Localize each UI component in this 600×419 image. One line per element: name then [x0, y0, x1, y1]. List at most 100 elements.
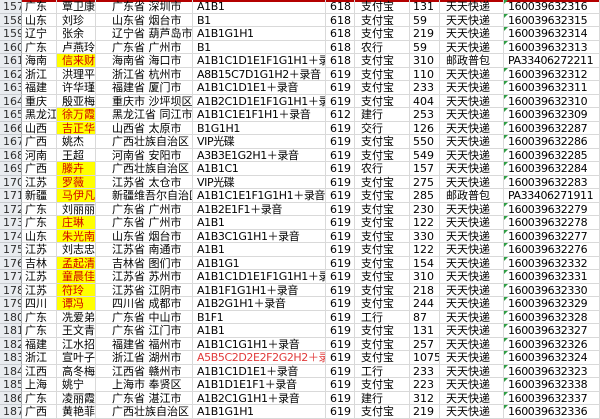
cell-product-code[interactable]: A1B1C1E1F1G1H1＋录音	[193, 189, 326, 203]
row-header[interactable]: 177	[0, 270, 22, 284]
row-header[interactable]: 167	[0, 135, 22, 149]
cell-customer-name[interactable]: 童晨佳	[57, 270, 96, 284]
row-header[interactable]: 162	[0, 67, 22, 82]
cell-amount[interactable]: 122	[410, 216, 440, 230]
cell-product-code[interactable]: B1	[193, 40, 326, 55]
cell-payment-method[interactable]: 支付宝	[355, 175, 410, 190]
cell-customer-name[interactable]: 江水招	[57, 337, 96, 352]
cell-batch-number[interactable]: 619	[326, 337, 355, 352]
cell-product-code[interactable]: A1B1C1D1E1＋录音	[193, 364, 326, 379]
cell-province[interactable]: 广东	[22, 216, 57, 230]
cell-amount[interactable]: 219	[410, 27, 440, 41]
cell-region-city[interactable]: 广东省 湛江市	[96, 391, 193, 406]
cell-courier[interactable]: 天天快递	[440, 162, 504, 176]
cell-region-city[interactable]: 广西壮族自治区	[96, 162, 193, 176]
cell-tracking-number-flagged[interactable]: 160039632327	[504, 324, 600, 338]
cell-province[interactable]: 广西	[22, 405, 57, 419]
cell-payment-method[interactable]: 建行	[355, 391, 410, 406]
cell-payment-method[interactable]: 支付宝	[355, 148, 410, 163]
row-header[interactable]: 158	[0, 13, 22, 28]
cell-tracking-number-flagged[interactable]: 160039632276	[504, 243, 600, 257]
cell-product-code[interactable]: A5B5C2D2E2F2G2H2＋录音	[193, 351, 326, 365]
cell-payment-method[interactable]: 支付宝	[355, 216, 410, 230]
cell-customer-name[interactable]: 庄琳	[57, 216, 96, 230]
cell-tracking-number-flagged[interactable]: 160039632338	[504, 378, 600, 392]
cell-region-city[interactable]: 山西省 太原市	[96, 121, 193, 136]
cell-payment-method[interactable]: 支付宝	[355, 378, 410, 392]
row-header[interactable]: 175	[0, 243, 22, 257]
cell-tracking-number-flagged[interactable]: 160039632323	[504, 364, 600, 379]
cell-customer-name[interactable]: 张余	[57, 27, 96, 41]
cell-tracking-number-flagged[interactable]: 160039632311	[504, 81, 600, 95]
cell-courier[interactable]: 天天快递	[440, 351, 504, 365]
cell-region-city[interactable]: 上海市 奉贤区	[96, 378, 193, 392]
cell-amount[interactable]: 310	[410, 270, 440, 284]
cell-province[interactable]: 广西	[22, 135, 57, 149]
row-header[interactable]: 157	[0, 0, 22, 14]
cell-province[interactable]: 上海	[22, 378, 57, 392]
row-header[interactable]: 161	[0, 54, 22, 68]
cell-province[interactable]: 山东	[22, 229, 57, 244]
cell-province[interactable]: 广东	[22, 40, 57, 55]
row-header[interactable]: 170	[0, 175, 22, 190]
cell-batch-number[interactable]: 619	[326, 94, 355, 109]
cell-product-code[interactable]: B1F1	[193, 310, 326, 325]
cell-customer-name[interactable]: 刘志忠	[57, 243, 96, 257]
cell-province[interactable]: 重庆	[22, 94, 57, 109]
cell-province[interactable]: 辽宁	[22, 27, 57, 41]
cell-payment-method[interactable]: 支付宝	[355, 13, 410, 28]
row-header[interactable]: 176	[0, 256, 22, 271]
cell-courier[interactable]: 天天快递	[440, 108, 504, 122]
cell-courier[interactable]: 天天快递	[440, 243, 504, 257]
cell-amount[interactable]: 330	[410, 229, 440, 244]
cell-payment-method[interactable]: 支付宝	[355, 94, 410, 109]
cell-product-code[interactable]: A1B1C1	[193, 162, 326, 176]
cell-batch-number[interactable]: 619	[326, 391, 355, 406]
cell-region-city[interactable]: 江苏省 苏州市	[96, 270, 193, 284]
row-header[interactable]: 182	[0, 337, 22, 352]
cell-payment-method[interactable]: 支付宝	[355, 297, 410, 311]
cell-customer-name[interactable]: 高冬梅	[57, 364, 96, 379]
cell-payment-method[interactable]: 支付宝	[355, 189, 410, 203]
cell-province[interactable]: 浙江	[22, 351, 57, 365]
cell-region-city[interactable]: 海南省 海口市	[96, 54, 193, 68]
cell-province[interactable]: 四川	[22, 297, 57, 311]
cell-tracking-number-flagged[interactable]: 160039632286	[504, 135, 600, 149]
cell-payment-method[interactable]: 支付宝	[355, 202, 410, 217]
cell-province[interactable]: 山东	[22, 13, 57, 28]
cell-courier[interactable]: 天天快递	[440, 297, 504, 311]
cell-province[interactable]: 海南	[22, 54, 57, 68]
cell-courier[interactable]: 天天快递	[440, 27, 504, 41]
row-header[interactable]: 172	[0, 202, 22, 217]
cell-tracking-number-flagged[interactable]: 160039632283	[504, 175, 600, 190]
cell-payment-method[interactable]: 支付宝	[355, 243, 410, 257]
row-header[interactable]: 163	[0, 81, 22, 95]
cell-amount[interactable]: 230	[410, 202, 440, 217]
cell-customer-name[interactable]: 凌丽霞	[57, 391, 96, 406]
cell-payment-method[interactable]: 农行	[355, 40, 410, 55]
cell-customer-name[interactable]: 罗薇	[57, 175, 96, 190]
cell-batch-number[interactable]: 619	[326, 81, 355, 95]
cell-tracking-number-flagged[interactable]: 160039632278	[504, 216, 600, 230]
cell-product-code[interactable]: A1B1G1H1	[193, 405, 326, 419]
cell-batch-number[interactable]: 619	[326, 67, 355, 82]
cell-customer-name[interactable]: 覃卫康	[57, 0, 96, 14]
cell-batch-number[interactable]: 619	[326, 243, 355, 257]
cell-payment-method[interactable]: 支付宝	[355, 27, 410, 41]
row-header[interactable]: 183	[0, 351, 22, 365]
cell-product-code[interactable]: A1B1C1D1E1F1G1H1＋录音	[193, 270, 326, 284]
cell-customer-name[interactable]: 姚杰	[57, 135, 96, 149]
cell-courier[interactable]: 天天快递	[440, 175, 504, 190]
cell-courier[interactable]: 天天快递	[440, 67, 504, 82]
cell-payment-method[interactable]: 支付宝	[355, 324, 410, 338]
cell-batch-number[interactable]: 612	[326, 108, 355, 122]
cell-customer-name[interactable]: 洪理平	[57, 67, 96, 82]
cell-courier[interactable]: 天天快递	[440, 337, 504, 352]
cell-courier[interactable]: 天天快递	[440, 256, 504, 271]
cell-batch-number[interactable]: 619	[326, 229, 355, 244]
cell-tracking-number-flagged[interactable]: 160039632337	[504, 391, 600, 406]
cell-batch-number[interactable]: 619	[326, 324, 355, 338]
cell-province[interactable]: 江苏	[22, 175, 57, 190]
row-header[interactable]: 166	[0, 121, 22, 136]
cell-customer-name[interactable]: 冼爱弟	[57, 310, 96, 325]
